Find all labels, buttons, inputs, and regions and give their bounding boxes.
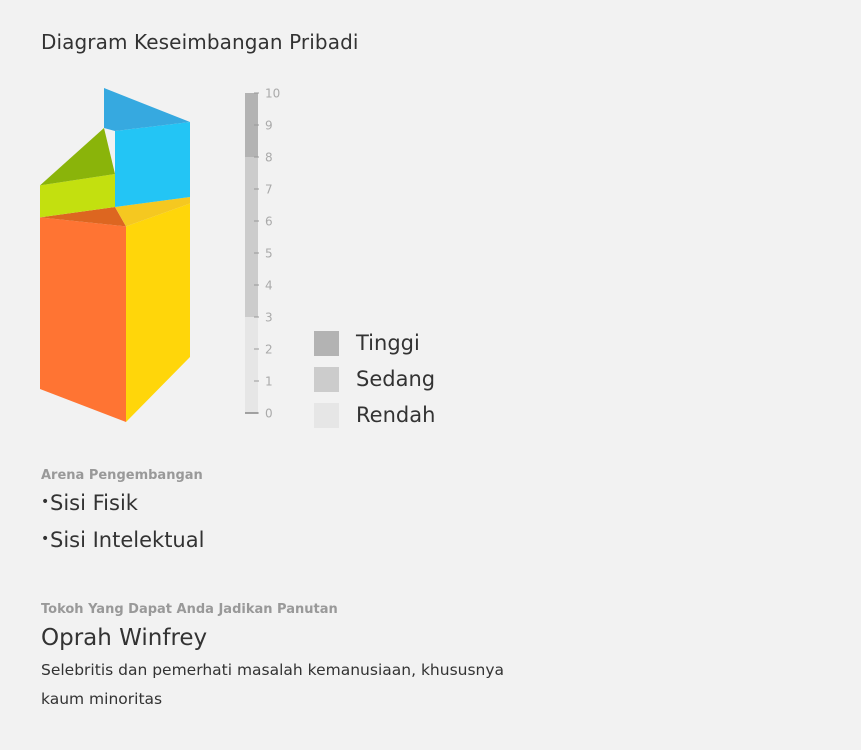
bullet-icon: • (41, 494, 50, 510)
segment-green-top (40, 128, 115, 186)
scale-tick-label: 1 (265, 375, 273, 389)
scale-tick-label: 10 (265, 87, 280, 101)
scale-band-sedang (245, 157, 258, 317)
legend-item-tinggi: Tinggi (314, 325, 435, 361)
segment-orange-top (40, 207, 126, 227)
arena-list: • Sisi Fisik • Sisi Intelektual (41, 488, 204, 562)
role-model-section-label: Tokoh Yang Dapat Anda Jadikan Panutan (41, 602, 338, 617)
role-model-name: Oprah Winfrey (41, 625, 208, 651)
legend-swatch-tinggi (314, 330, 339, 356)
scale-tick-label: 3 (265, 311, 273, 325)
scale-tick-label: 6 (265, 215, 273, 229)
legend-swatch-sedang (314, 366, 339, 392)
segment-yellow-front (126, 203, 190, 422)
scale-tick-label: 9 (265, 119, 273, 133)
scale-tick-label: 2 (265, 343, 273, 357)
legend-label-rendah: Rendah (356, 403, 436, 427)
segment-orange-front (40, 217, 126, 422)
chart-title: Diagram Keseimbangan Pribadi (41, 30, 359, 54)
legend-label-sedang: Sedang (356, 367, 436, 391)
scale-tick-label: 4 (265, 279, 273, 293)
bullet-icon: • (41, 531, 50, 547)
legend-label-tinggi: Tinggi (356, 331, 420, 355)
value-scale: 0 1 2 3 4 5 6 7 8 9 10 (245, 87, 280, 421)
legend-swatch-rendah (314, 402, 339, 428)
arena-section-label: Arena Pengembangan (41, 468, 203, 483)
balance-prism-chart (40, 88, 190, 422)
scale-tick-label: 5 (265, 247, 273, 261)
scale-band-tinggi (245, 93, 258, 157)
scale-tick-label: 8 (265, 151, 273, 165)
legend: Tinggi Sedang Rendah (314, 325, 435, 433)
role-model-description: Selebritis dan pemerhati masalah kemanus… (41, 661, 505, 708)
scale-tick-label: 0 (265, 407, 273, 421)
scale-band-rendah (245, 317, 258, 413)
segment-blue-top (104, 88, 190, 131)
segment-green-front (40, 174, 115, 218)
segment-yellow-top (115, 197, 190, 227)
segment-blue-front (115, 122, 190, 207)
legend-item-sedang: Sedang (314, 361, 435, 397)
arena-item: • Sisi Fisik (41, 488, 204, 525)
arena-item: • Sisi Intelektual (41, 525, 204, 562)
arena-item-label: Sisi Intelektual (50, 528, 205, 552)
legend-item-rendah: Rendah (314, 397, 435, 433)
arena-item-label: Sisi Fisik (50, 491, 138, 515)
scale-tick-label: 7 (265, 183, 273, 197)
